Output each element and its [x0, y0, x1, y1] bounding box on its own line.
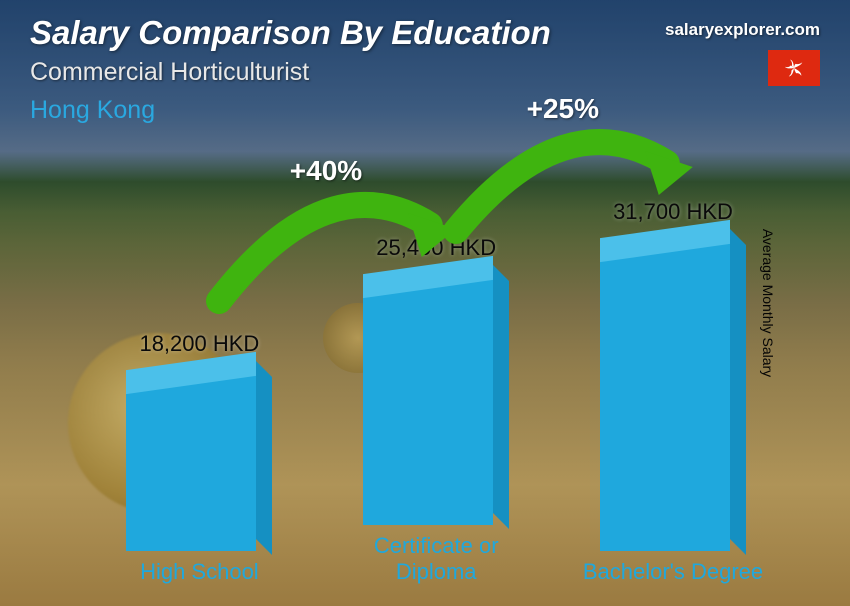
bar-chart: 18,200 HKDHigh School25,400 HKDCertifica… [55, 84, 795, 584]
bar-side [730, 229, 746, 555]
bar-front [600, 241, 730, 551]
bar-label: High School [99, 559, 299, 584]
bar-front [126, 373, 256, 551]
infographic-content: Salary Comparison By Education Commercia… [0, 0, 850, 606]
bar-side [256, 361, 272, 555]
bar-label: Bachelor's Degree [573, 559, 773, 584]
bar-group: 18,200 HKDHigh School [99, 373, 299, 584]
bar-group: 31,700 HKDBachelor's Degree [573, 241, 773, 584]
increase-pct: +25% [527, 93, 599, 125]
hong-kong-flag-icon [768, 50, 820, 86]
bar-label: Certificate or Diploma [336, 533, 536, 584]
chart-subtitle: Commercial Horticulturist [30, 58, 309, 87]
chart-title: Salary Comparison By Education [30, 14, 551, 52]
increase-pct: +40% [290, 155, 362, 187]
bar-side [493, 265, 509, 529]
brand-label: salaryexplorer.com [665, 20, 820, 40]
